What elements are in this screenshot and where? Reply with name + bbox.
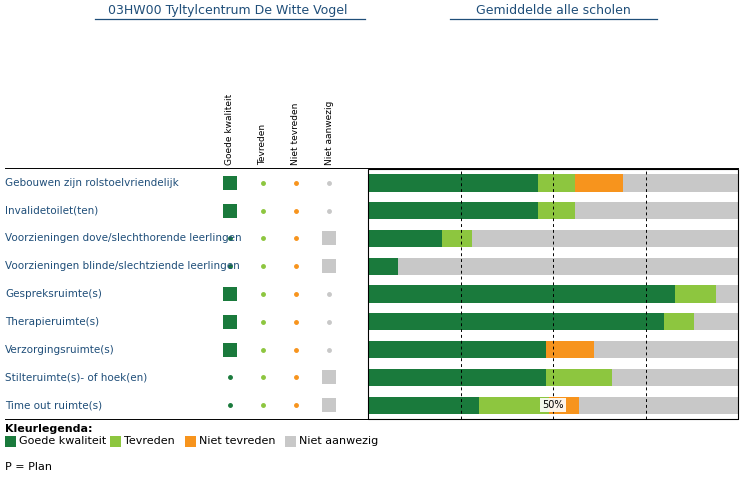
Bar [694,313,738,331]
Bar [538,202,575,219]
Text: Goede kwaliteit: Goede kwaliteit [19,436,106,446]
Bar [675,286,716,302]
Bar [538,174,575,192]
Bar [442,230,471,247]
Bar [368,396,479,414]
Text: Therapieruimte(s): Therapieruimte(s) [5,317,99,327]
Bar [368,202,538,219]
Bar [368,313,664,331]
Text: Invalidetoilet(ten): Invalidetoilet(ten) [5,206,99,216]
Bar [223,204,237,218]
Text: Gebouwen zijn rolstoelvriendelijk: Gebouwen zijn rolstoelvriendelijk [5,178,179,188]
Text: Niet tevreden: Niet tevreden [199,436,276,446]
Bar [322,259,336,273]
Bar [575,174,623,192]
Text: Tevreden: Tevreden [258,124,267,165]
Bar [223,176,237,190]
Bar [223,287,237,301]
Bar [110,436,121,447]
Text: Kleurlegenda:: Kleurlegenda: [5,424,93,434]
Bar [575,202,738,219]
Bar [185,436,196,447]
Bar [368,369,545,386]
Bar [594,341,738,358]
Bar [5,436,16,447]
Text: Voorzieningen blinde/slechtziende leerlingen: Voorzieningen blinde/slechtziende leerli… [5,261,240,271]
Bar [479,396,549,414]
Bar [368,230,442,247]
Text: Stilteruimte(s)- of hoek(en): Stilteruimte(s)- of hoek(en) [5,372,147,382]
Bar [545,341,594,358]
Bar [285,436,296,447]
Bar [368,257,397,275]
Text: 03HW00 Tyltylcentrum De Witte Vogel: 03HW00 Tyltylcentrum De Witte Vogel [108,4,348,17]
Bar [223,343,237,357]
Text: Time out ruimte(s): Time out ruimte(s) [5,400,102,410]
Text: Voorzieningen dove/slechthorende leerlingen: Voorzieningen dove/slechthorende leerlin… [5,233,241,243]
Bar [322,398,336,412]
Bar [471,230,738,247]
Text: P = Plan: P = Plan [5,462,52,472]
Text: Tevreden: Tevreden [124,436,175,446]
Bar [397,257,738,275]
Bar [664,313,694,331]
Bar [545,369,613,386]
Bar [368,174,538,192]
Text: 50%: 50% [542,400,564,410]
Bar [223,315,237,329]
Text: Niet tevreden: Niet tevreden [291,103,300,165]
Text: Niet aanwezig: Niet aanwezig [324,101,333,165]
Bar [549,396,579,414]
Bar [322,370,336,384]
Text: Gemiddelde alle scholen: Gemiddelde alle scholen [476,4,630,17]
Bar [716,286,738,302]
Bar [368,341,545,358]
Bar [613,369,738,386]
Text: Goede kwaliteit: Goede kwaliteit [226,94,235,165]
Bar [368,286,675,302]
Text: Niet aanwezig: Niet aanwezig [299,436,378,446]
Bar [623,174,738,192]
Bar [368,169,738,419]
Text: Gespreksruimte(s): Gespreksruimte(s) [5,289,102,299]
Bar [322,231,336,245]
Text: Verzorgingsruimte(s): Verzorgingsruimte(s) [5,345,115,355]
Bar [579,396,738,414]
